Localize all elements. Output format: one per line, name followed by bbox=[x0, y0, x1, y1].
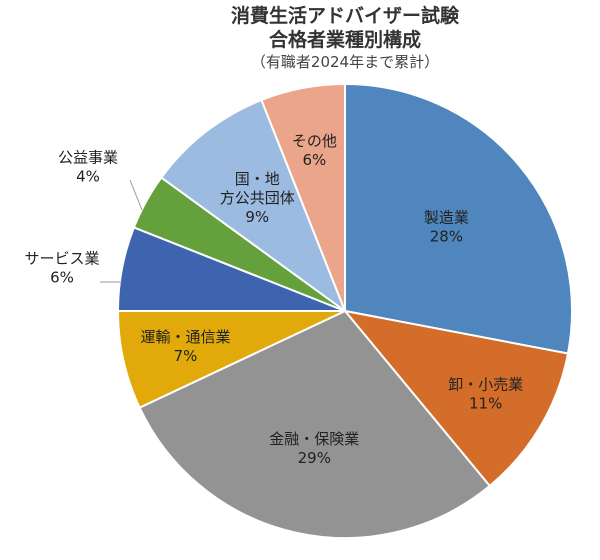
slice-name: その他 bbox=[292, 132, 337, 150]
slice-label-8: その他 6% bbox=[292, 132, 337, 169]
slice-name: 製造業 bbox=[424, 209, 469, 227]
slice-name: 運輸・通信業 bbox=[140, 328, 230, 346]
leader-lines bbox=[100, 179, 143, 283]
slice-percent: 28% bbox=[430, 228, 463, 246]
slice-percent: 7% bbox=[174, 347, 198, 365]
slice-name: 公益事業 bbox=[58, 149, 118, 167]
chart-title-block: 消費生活アドバイザー試験 合格者業種別構成 （有職者2024年まで累計） bbox=[0, 4, 600, 72]
slice-percent: 9% bbox=[245, 208, 269, 226]
slice-label-6: 公益事業 4% bbox=[58, 149, 118, 186]
slice-percent: 6% bbox=[50, 269, 74, 287]
slice-percent: 6% bbox=[303, 151, 327, 169]
slice-label-2: 卸・小売業 11% bbox=[448, 376, 523, 413]
slice-label-4: 運輸・通信業 7% bbox=[140, 328, 230, 365]
slice-name: サービス業 bbox=[24, 250, 99, 268]
chart-subtitle: 合格者業種別構成 bbox=[268, 29, 421, 51]
pie-labels: 製造業 28%卸・小売業 11%金融・保険業 29%運輸・通信業 7%サービス業 6%公益… bbox=[24, 132, 523, 467]
slice-name: 国・地 bbox=[235, 170, 280, 188]
slice-label-3: 金融・保険業 29% bbox=[269, 430, 359, 467]
chart-note: （有職者2024年まで累計） bbox=[250, 53, 440, 71]
slice-percent: 11% bbox=[469, 395, 502, 413]
slice-percent: 4% bbox=[76, 168, 100, 186]
slice-percent: 29% bbox=[298, 449, 331, 467]
pie-slice-1 bbox=[344, 82, 573, 355]
chart-title: 消費生活アドバイザー試験 bbox=[230, 5, 459, 27]
slice-label-1: 製造業 28% bbox=[424, 209, 469, 246]
slice-label-5: サービス業 6% bbox=[24, 250, 99, 287]
pie-slice-7 bbox=[159, 98, 348, 314]
pie-slice-2 bbox=[342, 309, 570, 488]
slice-name: 金融・保険業 bbox=[269, 430, 359, 448]
slice-name: 方公共団体 bbox=[220, 189, 295, 207]
leader-line-6 bbox=[129, 179, 143, 211]
slice-name: 卸・小売業 bbox=[448, 376, 523, 394]
pie-slices bbox=[116, 82, 573, 539]
slice-label-7: 国・地方公共団体 9% bbox=[220, 170, 295, 226]
pie-slice-8 bbox=[260, 82, 346, 312]
pie-slice-3 bbox=[138, 309, 492, 539]
